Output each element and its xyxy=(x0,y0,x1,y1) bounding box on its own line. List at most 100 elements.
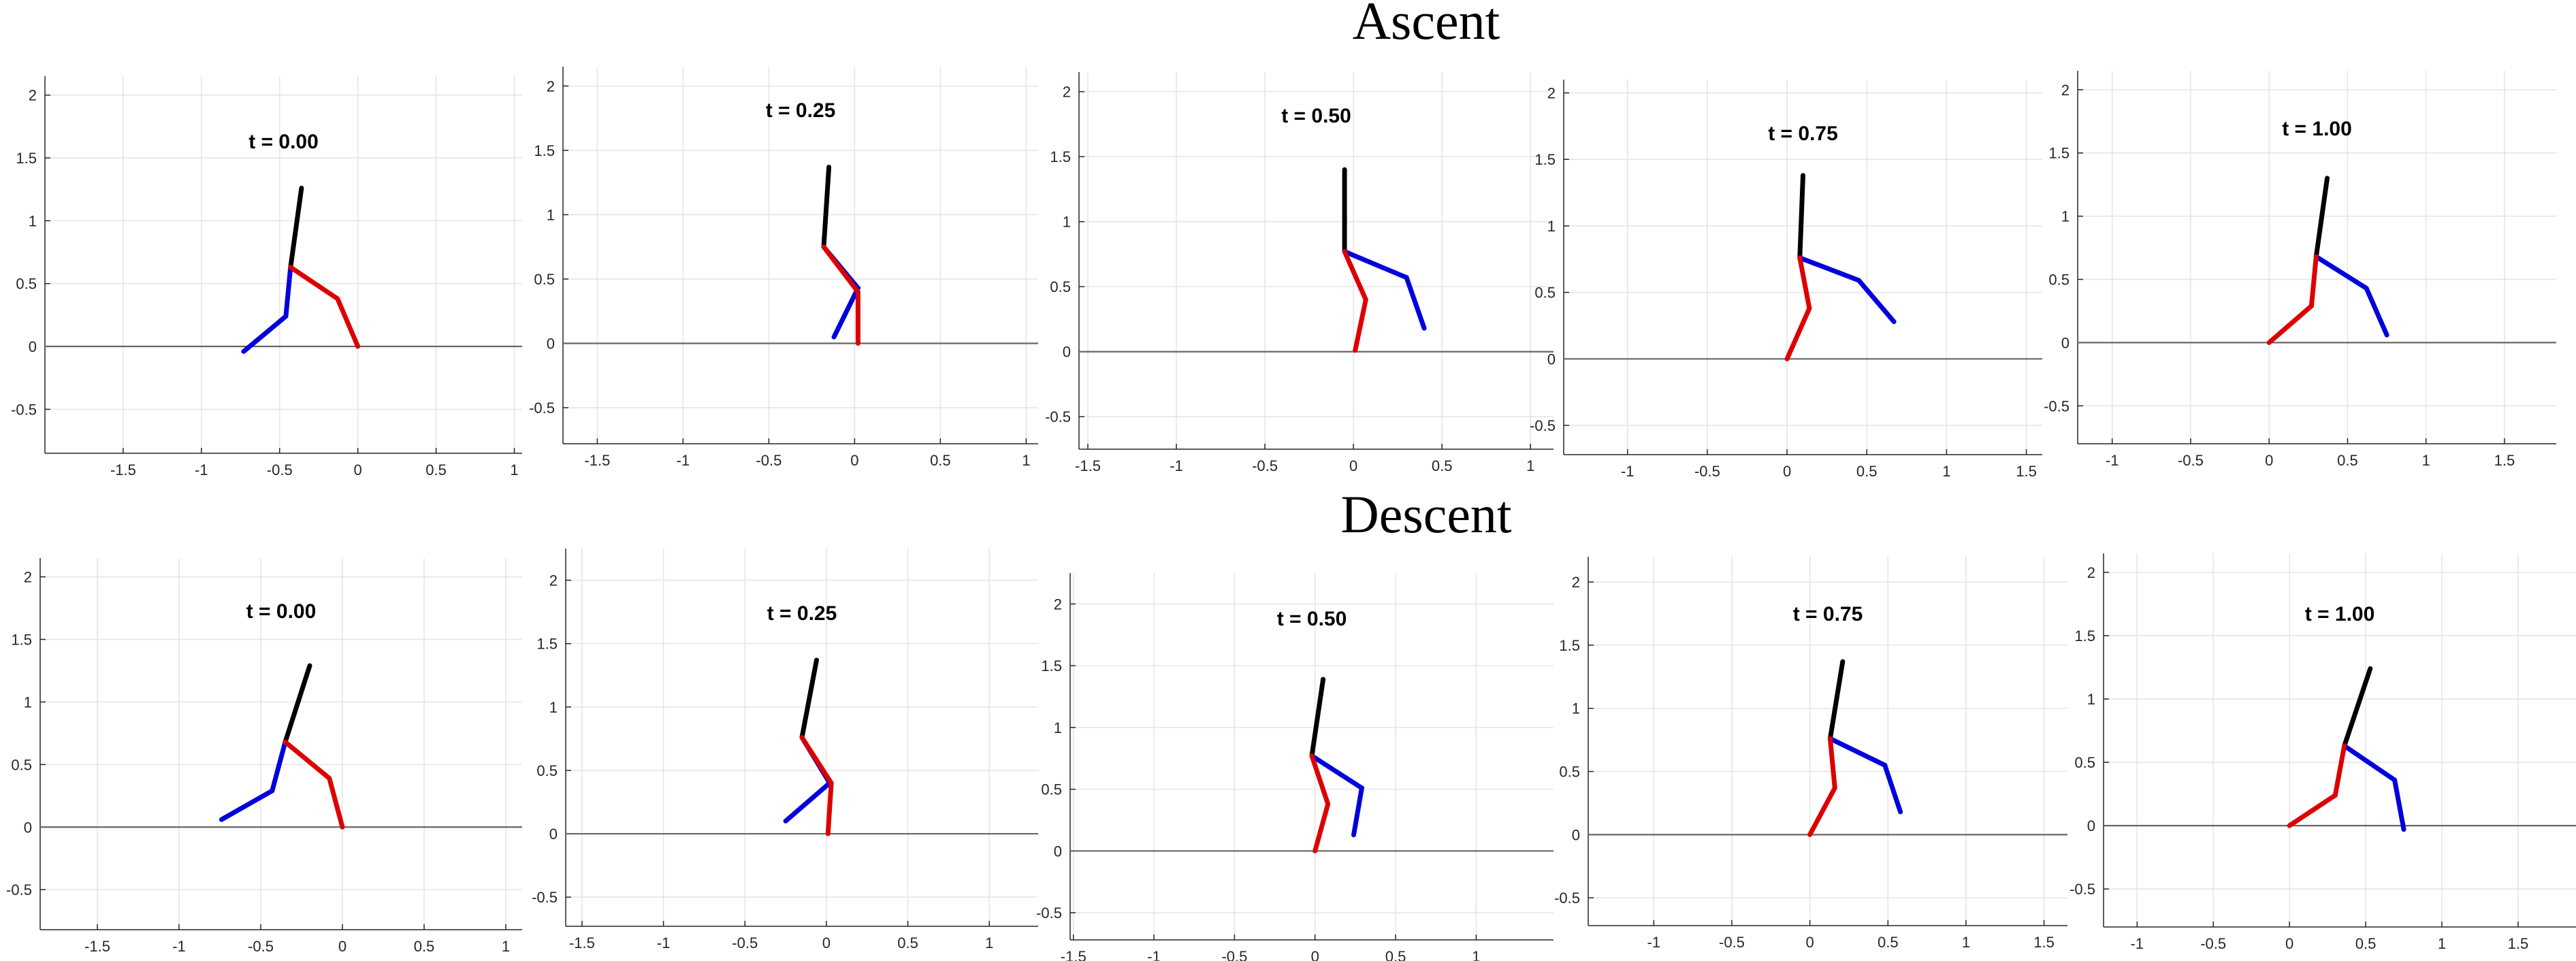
blue-leg-segment xyxy=(1309,753,1365,838)
y-tick-label: 0 xyxy=(1054,843,1062,860)
red-leg-segment xyxy=(821,244,860,346)
x-tick-label: 0 xyxy=(822,934,831,951)
row-title-descent: Descent xyxy=(1340,485,1512,544)
red-leg-segment xyxy=(288,265,361,349)
x-tick-label: -1 xyxy=(2106,452,2119,469)
x-tick-label: 0 xyxy=(338,938,347,955)
x-tick-label: -0.5 xyxy=(732,934,758,951)
x-tick-label: 0 xyxy=(2265,452,2273,469)
blue-leg-segment xyxy=(1797,255,1897,325)
y-tick-label: 1 xyxy=(1572,700,1580,717)
panel-descent-5: -1.5 -1 -0.5 0 0.5 1 -0.5 0 0.5 1 1.5 2 t = 0.00 xyxy=(6,558,522,955)
panel-title: t = 1.00 xyxy=(2305,603,2375,625)
panel-ascent-1: -1.5 -1 -0.5 0 0.5 1 -0.5 0 0.5 1 1.5 2 t = 0.25 xyxy=(529,67,1038,469)
x-tick-label: -0.5 xyxy=(267,461,293,478)
y-tick-label: 2 xyxy=(2087,564,2095,581)
x-tick-label: 1 xyxy=(2422,452,2430,469)
y-tick-label: 1.5 xyxy=(1559,637,1580,654)
x-tick-label: -0.5 xyxy=(1719,934,1745,951)
y-tick-label: 0.5 xyxy=(1559,764,1580,781)
x-tick-label: 1.5 xyxy=(2016,463,2037,480)
panel-title: t = 0.00 xyxy=(246,600,317,623)
panel-title: t = 0.50 xyxy=(1277,608,1347,630)
y-tick-label: 1.5 xyxy=(16,150,37,167)
panel-title: t = 0.00 xyxy=(248,131,319,153)
y-tick-label: 1 xyxy=(29,212,37,229)
y-tick-label: 2 xyxy=(24,569,32,586)
x-tick-label: -1 xyxy=(172,938,186,955)
x-tick-label: 0 xyxy=(354,461,362,478)
y-tick-label: 0.5 xyxy=(1050,278,1071,295)
blue-leg-segment xyxy=(1827,736,1903,815)
y-tick-label: 0 xyxy=(547,336,555,353)
y-tick-label: -0.5 xyxy=(2070,881,2095,898)
torso-segment xyxy=(283,663,312,745)
x-tick-label: 0 xyxy=(850,452,858,469)
y-tick-label: 0 xyxy=(1572,826,1580,843)
y-tick-label: -0.5 xyxy=(6,881,32,898)
y-tick-label: 2 xyxy=(1054,596,1062,613)
red-leg-segment xyxy=(1342,249,1368,353)
x-tick-label: 0.5 xyxy=(1878,934,1899,951)
y-tick-label: 0 xyxy=(2061,334,2070,351)
blue-leg-segment xyxy=(219,739,288,822)
x-tick-label: 0.5 xyxy=(897,934,918,951)
x-tick-label: 0 xyxy=(1806,934,1814,951)
x-tick-label: 1 xyxy=(502,938,510,955)
x-tick-label: 0 xyxy=(2285,935,2293,952)
x-tick-label: 0.5 xyxy=(2337,452,2358,469)
x-tick-label: -1 xyxy=(2130,935,2144,952)
x-tick-label: -1.5 xyxy=(110,461,136,478)
x-tick-label: 0.5 xyxy=(414,938,435,955)
panel-title: t = 1.00 xyxy=(2282,118,2352,140)
x-tick-label: 1.5 xyxy=(2033,934,2055,951)
y-tick-label: 0.5 xyxy=(11,756,32,773)
x-tick-label: -0.5 xyxy=(2200,935,2226,952)
panel-ascent-4: -1 -0.5 0 0.5 1 1.5 -0.5 0 0.5 1 1.5 2 t = 1.00 xyxy=(2044,71,2556,469)
blue-leg-segment xyxy=(1342,249,1427,331)
torso-segment xyxy=(821,165,832,250)
y-tick-label: -0.5 xyxy=(2044,397,2070,414)
x-tick-label: 1 xyxy=(1942,463,1950,480)
x-tick-label: 1 xyxy=(1526,457,1534,474)
panel-title: t = 0.75 xyxy=(1793,603,1863,625)
torso-segment xyxy=(1797,173,1805,261)
y-tick-label: -0.5 xyxy=(11,401,37,418)
torso-segment xyxy=(799,657,819,740)
y-tick-label: -0.5 xyxy=(1554,890,1580,907)
blue-leg-segment xyxy=(2342,743,2406,832)
x-tick-label: 1 xyxy=(1472,948,1480,961)
red-leg-segment xyxy=(1784,255,1812,361)
y-tick-label: 1 xyxy=(24,694,32,711)
x-tick-label: -1.5 xyxy=(1061,948,1086,961)
panel-title: t = 0.25 xyxy=(766,99,836,122)
y-tick-label: 1.5 xyxy=(536,636,558,653)
x-tick-label: 0.5 xyxy=(1856,463,1878,480)
y-tick-label: 0 xyxy=(1063,344,1071,361)
y-tick-label: 1.5 xyxy=(1041,657,1062,674)
x-tick-label: 0.5 xyxy=(1385,948,1406,961)
y-tick-label: 0.5 xyxy=(536,762,558,779)
y-tick-label: 2 xyxy=(29,87,37,104)
torso-segment xyxy=(2313,176,2330,259)
y-tick-label: 1 xyxy=(2087,691,2095,708)
y-tick-label: 1.5 xyxy=(534,142,555,159)
y-tick-label: 1.5 xyxy=(2074,628,2095,645)
x-tick-label: -1 xyxy=(677,452,690,469)
y-tick-label: 1.5 xyxy=(1050,148,1071,165)
x-tick-label: -1.5 xyxy=(584,452,610,469)
torso-segment xyxy=(1309,677,1326,759)
y-tick-label: 1 xyxy=(1547,218,1556,235)
panel-ascent-0: -1.5 -1 -0.5 0 0.5 1 -0.5 0 0.5 1 1.5 2 t = 0.00 xyxy=(11,76,522,478)
y-tick-label: 2 xyxy=(2061,82,2070,99)
x-tick-label: 1 xyxy=(1962,934,1970,951)
x-tick-label: 1 xyxy=(510,461,518,478)
x-tick-label: -1 xyxy=(1621,463,1635,480)
torso-segment xyxy=(2342,666,2373,749)
panel-descent-6: -1.5 -1 -0.5 0 0.5 1 -0.5 0 0.5 1 1.5 2 t = 0.25 xyxy=(532,549,1038,951)
red-leg-segment xyxy=(799,735,834,836)
y-tick-label: 2 xyxy=(549,572,558,589)
x-tick-label: -1 xyxy=(1170,457,1183,474)
y-tick-label: -0.5 xyxy=(529,400,555,417)
x-tick-label: 1.5 xyxy=(2508,935,2529,952)
